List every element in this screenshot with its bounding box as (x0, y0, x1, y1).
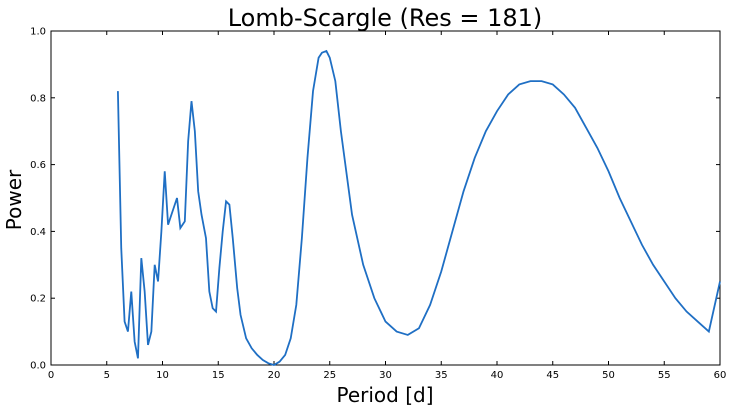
x-tick-label: 45 (546, 370, 559, 381)
x-tick-label: 5 (104, 370, 110, 381)
axis-ticks (50, 30, 721, 366)
chart-title: Lomb-Scargle (Res = 181) (228, 4, 543, 32)
x-tick-label: 50 (602, 370, 615, 381)
y-tick-label: 0.6 (30, 160, 46, 171)
x-tick-label: 60 (714, 370, 727, 381)
x-tick-label: 20 (268, 370, 281, 381)
x-tick-label: 35 (435, 370, 448, 381)
x-axis-label: Period [d] (336, 383, 433, 407)
x-tick-label: 30 (379, 370, 392, 381)
y-tick-label: 1.0 (30, 27, 46, 38)
x-tick-label: 10 (156, 370, 169, 381)
x-tick-label: 0 (48, 370, 54, 381)
x-tick-label: 40 (491, 370, 504, 381)
x-tick-label: 55 (658, 370, 671, 381)
y-axis-label: Power (2, 169, 26, 230)
y-tick-label: 0.0 (30, 361, 46, 372)
x-tick-label: 25 (323, 370, 336, 381)
power-line (117, 49, 721, 366)
x-tick-label: 15 (212, 370, 225, 381)
y-tick-label: 0.8 (30, 93, 46, 104)
y-tick-label: 0.2 (30, 294, 46, 305)
tick-labels: 0 5 10 15 20 25 30 35 40 45 50 55 60 0.0 0.2 0.4 0.6 0.8 1… (30, 27, 726, 382)
y-tick-label: 0.4 (30, 227, 46, 238)
